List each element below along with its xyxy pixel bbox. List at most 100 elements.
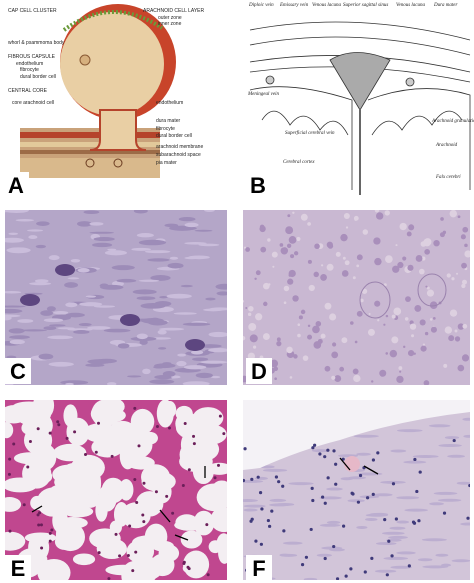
fiber (158, 347, 167, 350)
nucleus (466, 516, 470, 520)
cell (404, 317, 409, 321)
cell (254, 277, 257, 280)
vacuole (102, 408, 126, 422)
nucleus (356, 500, 361, 504)
nucleus (326, 448, 330, 452)
fiber (47, 335, 73, 340)
fiber (5, 237, 24, 243)
cell (339, 366, 345, 372)
cell (402, 256, 407, 261)
nucleus (332, 449, 336, 453)
fiber (117, 343, 130, 349)
cell (420, 345, 427, 352)
fiber (48, 255, 60, 261)
cell (307, 324, 311, 328)
cell (313, 341, 322, 349)
vacuole (26, 412, 53, 439)
fiber (136, 296, 156, 301)
annotation: endothelium (16, 61, 43, 67)
nucleus (182, 561, 186, 565)
nucleus (137, 444, 141, 448)
arrow (339, 457, 351, 471)
fiber (5, 290, 22, 294)
nucleus (97, 551, 101, 555)
fiber (164, 223, 179, 228)
fiber (78, 323, 92, 327)
annotation: Cerebral cortex (283, 160, 315, 165)
cell (326, 263, 334, 271)
nucleus (311, 446, 315, 450)
nucleus (335, 577, 340, 580)
annotation: ARACHNOID CELL LAYER (143, 8, 205, 14)
cell (243, 335, 246, 341)
vacuole (5, 497, 22, 512)
fiber (64, 282, 79, 288)
fiber (21, 329, 47, 332)
nucleus (321, 495, 325, 499)
nucleus (383, 517, 387, 522)
letter-box (5, 555, 31, 581)
cell (393, 307, 402, 316)
cell (285, 226, 294, 235)
nucleus (313, 443, 317, 447)
nucleus (300, 563, 305, 567)
nucleus (417, 519, 421, 523)
cell (426, 286, 430, 290)
fiber (38, 353, 54, 360)
nucleus (270, 509, 274, 513)
cell (414, 304, 422, 312)
nucleus (323, 501, 327, 505)
annotation: Superior sagittal sinus (343, 3, 388, 8)
nucleus (8, 529, 12, 533)
cell (354, 218, 357, 221)
nucleus (358, 473, 363, 478)
nucleus (28, 440, 32, 444)
nucleus (7, 472, 11, 476)
cell (463, 356, 467, 360)
fiber (208, 331, 227, 338)
fiber (89, 231, 115, 234)
cell (385, 255, 393, 263)
cell (374, 257, 382, 266)
nucleus (376, 451, 380, 455)
vacuole (175, 405, 193, 422)
annotation: CENTRAL CORE (8, 88, 48, 94)
vacuole (86, 430, 117, 443)
cell (383, 323, 386, 326)
fiber (43, 318, 64, 323)
brain (249, 86, 471, 190)
fiber (428, 424, 451, 428)
vacuole (96, 538, 127, 560)
vacuole (53, 443, 87, 462)
cell (259, 224, 265, 230)
histology-panel (243, 210, 470, 385)
fiber (79, 302, 103, 307)
cell (440, 217, 444, 221)
fiber (150, 274, 171, 281)
cell (249, 334, 258, 343)
nucleus (277, 480, 281, 484)
cell (260, 246, 267, 253)
cell (308, 284, 315, 292)
fiber (375, 542, 397, 546)
fiber (127, 375, 142, 378)
cell (331, 351, 339, 359)
cell (421, 256, 426, 261)
cell (307, 259, 312, 264)
nucleus (128, 524, 132, 528)
fiber (311, 449, 331, 453)
cell (293, 251, 299, 256)
cap-inner (60, 12, 164, 116)
cell (293, 354, 298, 359)
fiber (46, 306, 56, 312)
fiber (6, 355, 17, 359)
panel-letter: A (8, 173, 24, 198)
fiber (48, 361, 74, 367)
cell (424, 331, 429, 336)
vacuole (124, 559, 158, 580)
vacuole (185, 437, 220, 462)
annotation: subarachnoid space (156, 152, 201, 158)
gyri (261, 110, 463, 136)
vacuole (24, 532, 57, 543)
